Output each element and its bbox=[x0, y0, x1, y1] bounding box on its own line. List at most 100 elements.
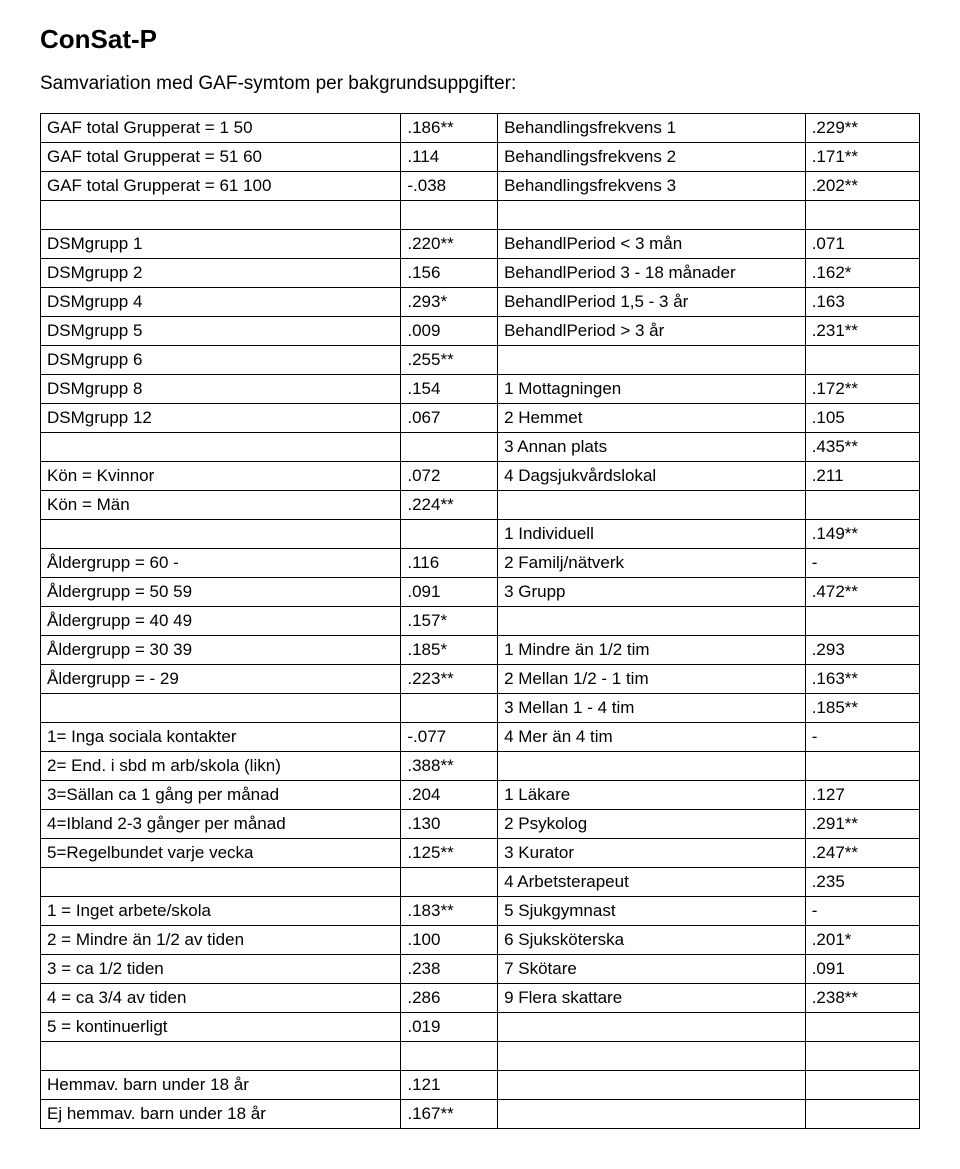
table-cell bbox=[41, 520, 401, 549]
table-row: DSMgrupp 1.220**BehandlPeriod < 3 mån.07… bbox=[41, 230, 920, 259]
table-cell bbox=[41, 868, 401, 897]
table-cell: .202** bbox=[805, 172, 919, 201]
table-cell: .067 bbox=[401, 404, 498, 433]
table-row: GAF total Grupperat = 61 100-.038Behandl… bbox=[41, 172, 920, 201]
table-cell: -.038 bbox=[401, 172, 498, 201]
table-cell: 4=Ibland 2-3 gånger per månad bbox=[41, 810, 401, 839]
table-cell: 2 Hemmet bbox=[498, 404, 806, 433]
table-cell bbox=[41, 1042, 401, 1071]
table-cell: 3 Grupp bbox=[498, 578, 806, 607]
table-cell: .163** bbox=[805, 665, 919, 694]
table-cell: .171** bbox=[805, 143, 919, 172]
table-cell: .163 bbox=[805, 288, 919, 317]
table-cell: 4 Mer än 4 tim bbox=[498, 723, 806, 752]
table-cell: Kön = Kvinnor bbox=[41, 462, 401, 491]
table-cell: BehandlPeriod < 3 mån bbox=[498, 230, 806, 259]
table-row: 2= End. i sbd m arb/skola (likn).388** bbox=[41, 752, 920, 781]
table-row: 4 = ca 3/4 av tiden.2869 Flera skattare.… bbox=[41, 984, 920, 1013]
table-cell: 9 Flera skattare bbox=[498, 984, 806, 1013]
table-cell: BehandlPeriod > 3 år bbox=[498, 317, 806, 346]
table-cell bbox=[401, 433, 498, 462]
table-row: Ej hemmav. barn under 18 år.167** bbox=[41, 1100, 920, 1129]
table-cell: 3 Mellan 1 - 4 tim bbox=[498, 694, 806, 723]
table-cell: .223** bbox=[401, 665, 498, 694]
table-cell bbox=[805, 346, 919, 375]
table-cell: 1= Inga sociala kontakter bbox=[41, 723, 401, 752]
table-row bbox=[41, 1042, 920, 1071]
table-cell: 4 = ca 3/4 av tiden bbox=[41, 984, 401, 1013]
table-cell: .238** bbox=[805, 984, 919, 1013]
table-cell: DSMgrupp 1 bbox=[41, 230, 401, 259]
table-row: Hemmav. barn under 18 år.121 bbox=[41, 1071, 920, 1100]
table-cell: .162* bbox=[805, 259, 919, 288]
table-cell: .231** bbox=[805, 317, 919, 346]
table-cell bbox=[401, 520, 498, 549]
table-cell: .220** bbox=[401, 230, 498, 259]
table-row: 1 = Inget arbete/skola.183**5 Sjukgymnas… bbox=[41, 897, 920, 926]
table-cell: Åldergrupp = - 29 bbox=[41, 665, 401, 694]
table-cell: 5 = kontinuerligt bbox=[41, 1013, 401, 1042]
table-cell: .100 bbox=[401, 926, 498, 955]
table-cell: Åldergrupp = 50 59 bbox=[41, 578, 401, 607]
table-cell: GAF total Grupperat = 51 60 bbox=[41, 143, 401, 172]
table-row: GAF total Grupperat = 51 60.114Behandlin… bbox=[41, 143, 920, 172]
table-row: Kön = Män.224** bbox=[41, 491, 920, 520]
table-row: DSMgrupp 8.1541 Mottagningen.172** bbox=[41, 375, 920, 404]
table-cell bbox=[805, 1071, 919, 1100]
table-cell: .229** bbox=[805, 114, 919, 143]
table-cell: .172** bbox=[805, 375, 919, 404]
table-row: DSMgrupp 2.156BehandlPeriod 3 - 18 månad… bbox=[41, 259, 920, 288]
table-cell: Behandlingsfrekvens 1 bbox=[498, 114, 806, 143]
table-row: 4 Arbetsterapeut.235 bbox=[41, 868, 920, 897]
table-cell: .072 bbox=[401, 462, 498, 491]
table-cell: .105 bbox=[805, 404, 919, 433]
table-cell bbox=[401, 868, 498, 897]
page-title: ConSat-P bbox=[40, 24, 920, 55]
table-cell: .235 bbox=[805, 868, 919, 897]
table-row: 3 = ca 1/2 tiden.2387 Skötare.091 bbox=[41, 955, 920, 984]
table-cell: .154 bbox=[401, 375, 498, 404]
table-cell: .224** bbox=[401, 491, 498, 520]
table-cell bbox=[401, 201, 498, 230]
table-cell: 3 Annan plats bbox=[498, 433, 806, 462]
table-row: Åldergrupp = 60 -.1162 Familj/nätverk- bbox=[41, 549, 920, 578]
table-row: DSMgrupp 4.293*BehandlPeriod 1,5 - 3 år.… bbox=[41, 288, 920, 317]
table-cell: .472** bbox=[805, 578, 919, 607]
table-cell: 1 = Inget arbete/skola bbox=[41, 897, 401, 926]
table-cell: .125** bbox=[401, 839, 498, 868]
table-cell: 7 Skötare bbox=[498, 955, 806, 984]
table-cell: .157* bbox=[401, 607, 498, 636]
table-cell bbox=[41, 201, 401, 230]
table-row bbox=[41, 201, 920, 230]
table-row: 3 Annan plats.435** bbox=[41, 433, 920, 462]
table-row: DSMgrupp 12.0672 Hemmet.105 bbox=[41, 404, 920, 433]
table-cell: 5 Sjukgymnast bbox=[498, 897, 806, 926]
table-cell: Ej hemmav. barn under 18 år bbox=[41, 1100, 401, 1129]
table-row: DSMgrupp 6.255** bbox=[41, 346, 920, 375]
table-cell: 1 Mindre än 1/2 tim bbox=[498, 636, 806, 665]
table-cell bbox=[498, 1042, 806, 1071]
table-cell bbox=[401, 694, 498, 723]
table-cell: 2= End. i sbd m arb/skola (likn) bbox=[41, 752, 401, 781]
table-cell: .204 bbox=[401, 781, 498, 810]
table-cell: .116 bbox=[401, 549, 498, 578]
table-row: Kön = Kvinnor.0724 Dagsjukvårdslokal.211 bbox=[41, 462, 920, 491]
page-subtitle: Samvariation med GAF-symtom per bakgrund… bbox=[40, 73, 920, 95]
table-row: 5 = kontinuerligt.019 bbox=[41, 1013, 920, 1042]
table-cell bbox=[498, 1013, 806, 1042]
table-cell: .127 bbox=[805, 781, 919, 810]
table-cell bbox=[805, 752, 919, 781]
table-cell: .009 bbox=[401, 317, 498, 346]
table-row: 3=Sällan ca 1 gång per månad.2041 Läkare… bbox=[41, 781, 920, 810]
table-cell: .185* bbox=[401, 636, 498, 665]
table-row: 4=Ibland 2-3 gånger per månad.1302 Psyko… bbox=[41, 810, 920, 839]
table-cell: .435** bbox=[805, 433, 919, 462]
table-cell: 1 Mottagningen bbox=[498, 375, 806, 404]
table-cell: DSMgrupp 2 bbox=[41, 259, 401, 288]
table-cell: .286 bbox=[401, 984, 498, 1013]
table-row: GAF total Grupperat = 1 50.186**Behandli… bbox=[41, 114, 920, 143]
table-cell: BehandlPeriod 3 - 18 månader bbox=[498, 259, 806, 288]
table-cell: 5=Regelbundet varje vecka bbox=[41, 839, 401, 868]
table-cell: GAF total Grupperat = 1 50 bbox=[41, 114, 401, 143]
table-row: Åldergrupp = 30 39.185*1 Mindre än 1/2 t… bbox=[41, 636, 920, 665]
